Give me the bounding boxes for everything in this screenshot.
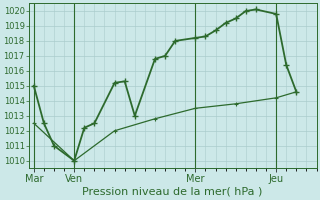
X-axis label: Pression niveau de la mer( hPa ): Pression niveau de la mer( hPa ) [83,187,263,197]
